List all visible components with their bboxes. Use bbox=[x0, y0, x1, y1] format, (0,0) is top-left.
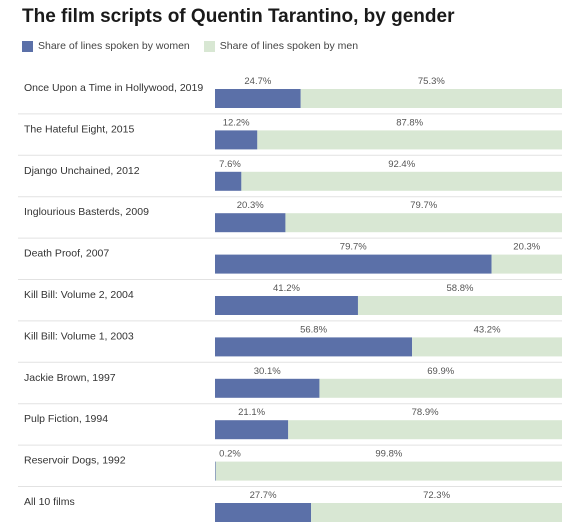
data-label-women: 12.2% bbox=[223, 117, 250, 128]
data-label-men: 20.3% bbox=[513, 242, 540, 253]
bar-men bbox=[215, 461, 562, 481]
category-label: Jackie Brown, 1997 bbox=[24, 372, 116, 384]
legend-item-men: Share of lines spoken by men bbox=[203, 40, 359, 52]
category-label: The Hateful Eight, 2015 bbox=[24, 123, 134, 135]
legend-swatch-women bbox=[22, 40, 33, 52]
data-label-men: 58.8% bbox=[447, 283, 474, 294]
category-label: Death Proof, 2007 bbox=[24, 248, 109, 260]
bar-men bbox=[319, 378, 562, 398]
bar-women bbox=[215, 420, 289, 440]
data-label-men: 72.3% bbox=[423, 490, 450, 501]
bar-women bbox=[215, 254, 492, 274]
bar-women bbox=[215, 213, 286, 233]
data-label-women: 0.2% bbox=[219, 449, 241, 460]
bar-women bbox=[215, 89, 301, 108]
data-label-men: 43.2% bbox=[474, 324, 501, 335]
data-label-women: 56.8% bbox=[300, 324, 327, 335]
bar-men bbox=[285, 213, 562, 233]
data-label-women: 30.1% bbox=[254, 366, 281, 377]
bar-women bbox=[215, 296, 358, 315]
data-label-women: 27.7% bbox=[250, 490, 277, 501]
bar-women bbox=[215, 130, 258, 150]
bar-men bbox=[491, 254, 562, 274]
bar-men bbox=[311, 503, 562, 522]
category-label: Kill Bill: Volume 1, 2003 bbox=[24, 330, 134, 342]
bar-men bbox=[241, 171, 562, 191]
data-label-men: 69.9% bbox=[427, 366, 454, 377]
data-label-men: 75.3% bbox=[418, 76, 445, 87]
data-label-men: 78.9% bbox=[412, 407, 439, 418]
bar-women bbox=[215, 171, 242, 191]
category-label: Kill Bill: Volume 2, 2004 bbox=[24, 289, 134, 301]
bar-women bbox=[215, 461, 216, 481]
data-label-women: 20.3% bbox=[237, 200, 264, 211]
bar-women bbox=[215, 378, 320, 398]
legend-swatch-men bbox=[203, 40, 215, 52]
bar-men bbox=[300, 89, 562, 108]
bar-men bbox=[357, 296, 562, 315]
legend-label-women: Share of lines spoken by women bbox=[38, 40, 190, 52]
data-label-women: 24.7% bbox=[244, 76, 271, 87]
data-label-men: 79.7% bbox=[410, 200, 437, 211]
bar-women bbox=[215, 337, 413, 357]
legend: Share of lines spoken by women Share of … bbox=[22, 38, 372, 54]
data-label-women: 21.1% bbox=[238, 407, 265, 418]
data-label-men: 99.8% bbox=[375, 449, 402, 460]
legend-item-women: Share of lines spoken by women bbox=[22, 40, 190, 52]
data-label-men: 92.4% bbox=[388, 159, 415, 170]
bar-men bbox=[288, 420, 562, 440]
data-label-men: 87.8% bbox=[396, 117, 423, 128]
bar-men bbox=[257, 130, 562, 150]
category-label: Reservoir Dogs, 1992 bbox=[24, 455, 126, 467]
data-label-women: 41.2% bbox=[273, 283, 300, 294]
category-label: Pulp Fiction, 1994 bbox=[24, 413, 108, 425]
category-label: Once Upon a Time in Hollywood, 2019 bbox=[24, 82, 203, 94]
legend-label-men: Share of lines spoken by men bbox=[219, 40, 359, 52]
category-label: Django Unchained, 2012 bbox=[24, 165, 140, 177]
category-label: Inglourious Basterds, 2009 bbox=[24, 206, 149, 218]
category-label: All 10 films bbox=[24, 496, 75, 508]
data-label-women: 79.7% bbox=[340, 242, 367, 253]
bar-men bbox=[412, 337, 562, 357]
bar-women bbox=[215, 503, 312, 522]
data-label-women: 7.6% bbox=[219, 159, 241, 170]
chart-title: The film scripts of Quentin Tarantino, b… bbox=[22, 6, 455, 27]
